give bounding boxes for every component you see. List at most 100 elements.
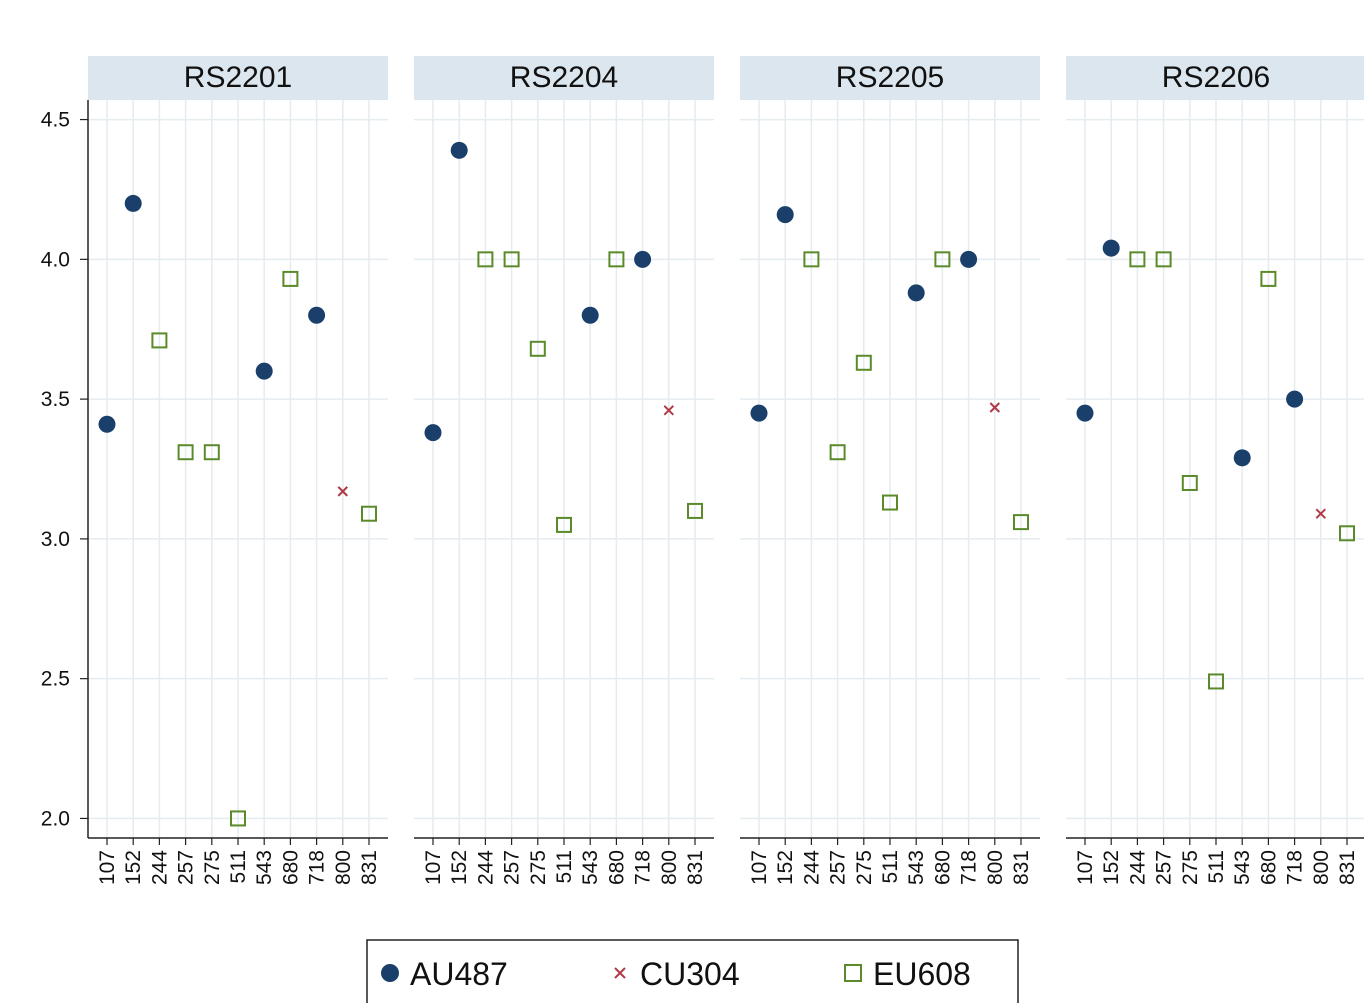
point bbox=[907, 284, 925, 302]
point bbox=[687, 502, 703, 519]
panel-title: RS2206 bbox=[1162, 61, 1270, 94]
y-tick-label: 2.5 bbox=[41, 668, 70, 691]
point bbox=[1315, 508, 1327, 519]
point bbox=[829, 444, 846, 461]
legend-marker bbox=[614, 967, 626, 979]
point bbox=[634, 250, 652, 268]
x-tick-label: 511 bbox=[553, 850, 576, 883]
x-tick-label: 107 bbox=[1074, 850, 1097, 885]
point bbox=[989, 402, 1001, 413]
point bbox=[98, 415, 116, 433]
point bbox=[1102, 239, 1120, 257]
point bbox=[1076, 404, 1094, 422]
point bbox=[124, 194, 142, 212]
point bbox=[203, 444, 220, 461]
point bbox=[361, 505, 377, 522]
point bbox=[803, 251, 820, 268]
panel-header bbox=[88, 56, 388, 100]
point bbox=[776, 206, 794, 224]
legend-item: CU304 bbox=[614, 956, 740, 992]
x-tick-label: 800 bbox=[332, 850, 355, 885]
point bbox=[255, 362, 273, 380]
point bbox=[663, 405, 675, 416]
x-tick-label: 275 bbox=[1179, 850, 1202, 885]
point bbox=[177, 444, 194, 461]
x-tick-label: 107 bbox=[96, 850, 119, 885]
x-tick-label: 244 bbox=[1126, 850, 1149, 885]
point bbox=[282, 270, 299, 287]
x-tick-label: 275 bbox=[853, 850, 876, 885]
x-tick-label: 257 bbox=[1153, 850, 1176, 885]
y-tick-label: 2.0 bbox=[41, 807, 70, 830]
x-tick-label: 831 bbox=[358, 850, 381, 885]
point bbox=[882, 494, 898, 511]
x-tick-label: 543 bbox=[1231, 850, 1254, 885]
legend-marker bbox=[381, 964, 399, 982]
x-marker bbox=[663, 405, 675, 416]
point bbox=[337, 486, 349, 497]
point bbox=[1155, 251, 1172, 268]
point bbox=[1208, 673, 1224, 690]
legend-label: AU487 bbox=[410, 956, 508, 992]
point bbox=[1260, 270, 1277, 287]
x-tick-label: 718 bbox=[632, 850, 655, 885]
point bbox=[308, 306, 326, 324]
x-tick-label: 680 bbox=[279, 850, 302, 885]
point bbox=[151, 332, 168, 349]
legend-marker bbox=[844, 964, 862, 982]
x-tick-label: 800 bbox=[984, 850, 1007, 885]
point bbox=[1129, 251, 1146, 268]
point bbox=[1233, 449, 1251, 467]
x-tick-label: 152 bbox=[774, 850, 797, 885]
x-tick-label: 800 bbox=[658, 850, 681, 885]
x-tick-label: 244 bbox=[800, 850, 823, 885]
panel-header bbox=[740, 56, 1040, 100]
point bbox=[1339, 525, 1355, 542]
legend-box bbox=[366, 939, 1019, 1008]
legend-item: EU608 bbox=[844, 956, 971, 992]
point bbox=[450, 141, 468, 159]
x-tick-label: 680 bbox=[605, 850, 628, 885]
point bbox=[1181, 474, 1198, 491]
point bbox=[424, 424, 442, 442]
x-tick-label: 543 bbox=[905, 850, 928, 885]
x-tick-label: 257 bbox=[827, 850, 850, 885]
panel-title: RS2205 bbox=[836, 61, 944, 94]
legend-item: AU487 bbox=[381, 956, 508, 992]
point bbox=[503, 251, 520, 268]
x-tick-label: 511 bbox=[227, 850, 250, 883]
x-tick-label: 275 bbox=[527, 850, 550, 885]
panel-header bbox=[414, 56, 714, 100]
y-tick-label: 4.0 bbox=[41, 248, 70, 271]
x-tick-label: 543 bbox=[253, 850, 276, 885]
point bbox=[477, 251, 494, 268]
point bbox=[556, 516, 572, 533]
point bbox=[608, 251, 625, 268]
x-tick-label: 511 bbox=[879, 850, 902, 883]
point bbox=[230, 810, 246, 827]
x-tick-label: 680 bbox=[931, 850, 954, 885]
x-tick-label: 831 bbox=[1336, 850, 1359, 885]
x-tick-label: 244 bbox=[474, 850, 497, 885]
x-tick-label: 152 bbox=[1100, 850, 1123, 885]
point bbox=[581, 306, 599, 324]
x-tick-label: 107 bbox=[422, 850, 445, 885]
point bbox=[960, 250, 978, 268]
x-tick-label: 257 bbox=[175, 850, 198, 885]
x-marker bbox=[1315, 508, 1327, 519]
panel-header bbox=[1066, 56, 1364, 100]
x-tick-label: 718 bbox=[958, 850, 981, 885]
x-marker bbox=[337, 486, 349, 497]
x-tick-label: 275 bbox=[201, 850, 224, 885]
x-tick-label: 107 bbox=[748, 850, 771, 885]
x-tick-label: 257 bbox=[501, 850, 524, 885]
x-tick-label: 244 bbox=[148, 850, 171, 885]
legend-label: EU608 bbox=[873, 956, 971, 992]
x-tick-label: 680 bbox=[1257, 850, 1280, 885]
point bbox=[750, 404, 768, 422]
x-tick-label: 831 bbox=[1010, 850, 1033, 885]
x-tick-label: 718 bbox=[1284, 850, 1307, 885]
legend-label: CU304 bbox=[640, 956, 740, 992]
